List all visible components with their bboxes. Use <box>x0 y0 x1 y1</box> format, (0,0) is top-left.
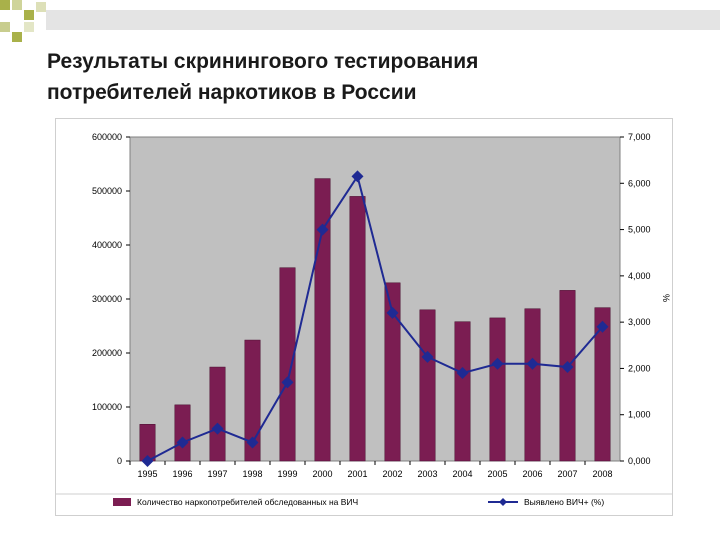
point-1999 <box>281 376 294 389</box>
legend-bar-swatch <box>113 498 131 506</box>
legend-line-label: Выявлено ВИЧ+ (%) <box>524 497 604 507</box>
decor-square <box>24 10 34 20</box>
right-tick-label: 0,000 <box>628 456 651 466</box>
x-tick-label: 1997 <box>207 469 227 479</box>
bar-1996 <box>174 404 191 462</box>
bar-2003 <box>419 309 436 462</box>
x-tick-label: 1998 <box>242 469 262 479</box>
x-tick-label: 1995 <box>137 469 157 479</box>
bar-2004 <box>454 321 471 462</box>
title-line-2: потребителей наркотиков в России <box>47 81 417 104</box>
left-tick-label: 400000 <box>92 240 122 250</box>
point-2001 <box>351 170 364 183</box>
point-1997 <box>211 422 224 435</box>
x-tick-label: 2008 <box>592 469 612 479</box>
bar-2005 <box>489 317 506 462</box>
decor-square <box>24 22 34 32</box>
point-1996 <box>176 436 189 449</box>
right-tick-label: 6,000 <box>628 178 651 188</box>
left-tick-label: 600000 <box>92 132 122 142</box>
decor-square <box>36 2 46 12</box>
right-tick-label: 5,000 <box>628 225 651 235</box>
x-tick-label: 1999 <box>277 469 297 479</box>
left-tick-label: 300000 <box>92 294 122 304</box>
point-2000 <box>316 223 329 236</box>
left-tick-label: 0 <box>117 456 122 466</box>
point-2008 <box>596 320 609 333</box>
line-series <box>141 170 609 467</box>
x-axis-ticks: 1995 1996 1997 1998 1999 2000 2001 2002 2003 2004… <box>129 461 613 479</box>
point-2004 <box>456 367 469 380</box>
x-tick-label: 2002 <box>382 469 402 479</box>
left-tick-label: 500000 <box>92 186 122 196</box>
x-tick-label: 2007 <box>557 469 577 479</box>
right-tick-label: 4,000 <box>628 271 651 281</box>
x-tick-label: 2005 <box>487 469 507 479</box>
decor-square <box>12 0 22 10</box>
decor-square <box>12 32 22 42</box>
legend-bar-label: Количество наркопотребителей обследованн… <box>137 497 358 507</box>
x-tick-label: 2003 <box>417 469 437 479</box>
bar-2001 <box>349 196 366 462</box>
bar-2002 <box>384 282 401 462</box>
point-2002 <box>386 306 399 319</box>
point-2007 <box>561 361 574 374</box>
slide-decoration <box>0 0 720 42</box>
right-tick-label: 3,000 <box>628 317 651 327</box>
point-2003 <box>421 350 434 363</box>
bar-2007 <box>559 290 576 462</box>
decor-square <box>0 22 10 32</box>
right-tick-label: 2,000 <box>628 363 651 373</box>
decor-square <box>0 0 10 10</box>
point-2006 <box>526 357 539 370</box>
slide-title: Результаты скринингового тестирования по… <box>47 46 667 108</box>
combo-chart: 0 100000 200000 300000 400000 500000 600000 0,… <box>55 118 673 516</box>
right-axis-ticks: 0,000 1,000 2,000 3,000 4,000 5,000 6,000 7,000 <box>620 132 651 466</box>
x-tick-label: 2004 <box>452 469 472 479</box>
legend-line-marker <box>499 498 507 506</box>
right-tick-label: 7,000 <box>628 132 651 142</box>
x-tick-label: 2006 <box>522 469 542 479</box>
left-tick-label: 100000 <box>92 402 122 412</box>
x-tick-label: 2001 <box>347 469 367 479</box>
left-axis-ticks: 0 100000 200000 300000 400000 500000 600000 <box>92 132 130 466</box>
plot-area <box>129 136 621 462</box>
bar-2006 <box>524 308 541 462</box>
x-tick-label: 2000 <box>312 469 332 479</box>
title-line-1: Результаты скринингового тестирования <box>47 50 479 73</box>
point-1995 <box>141 455 154 467</box>
right-tick-label: 1,000 <box>628 410 651 420</box>
point-2005 <box>491 357 504 370</box>
x-tick-label: 1996 <box>172 469 192 479</box>
point-1998 <box>246 436 259 449</box>
bar-1998 <box>244 339 261 462</box>
decor-bar <box>46 10 720 30</box>
legend: Количество наркопотребителей обследованн… <box>55 493 673 507</box>
bar-1999 <box>279 267 296 462</box>
right-axis-label: % <box>661 294 671 302</box>
bar-2008 <box>594 307 611 462</box>
bar-1997 <box>209 366 226 462</box>
bar-series <box>139 178 611 462</box>
left-tick-label: 200000 <box>92 348 122 358</box>
